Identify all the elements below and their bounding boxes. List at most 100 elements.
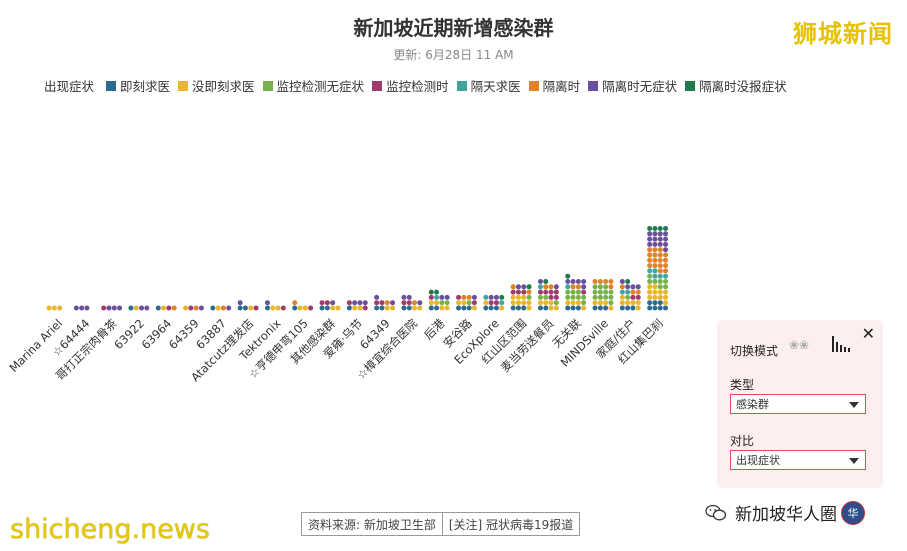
case-dot[interactable] [412,300,418,306]
case-dot[interactable] [308,305,314,311]
case-dot[interactable] [537,279,543,284]
case-dot[interactable] [565,284,571,290]
case-dot[interactable] [647,294,653,300]
case-dot[interactable] [548,305,554,311]
case-dot[interactable] [663,268,669,274]
case-dot[interactable] [412,305,418,311]
case-dot[interactable] [428,305,434,311]
case-dot[interactable] [439,305,445,311]
case-dot[interactable] [510,305,516,311]
case-dot[interactable] [471,305,477,311]
case-dot[interactable] [657,305,663,311]
case-dot[interactable] [625,300,631,306]
case-dot[interactable] [117,305,123,311]
case-dot[interactable] [128,305,134,311]
case-dot[interactable] [488,305,494,311]
case-dot[interactable] [619,300,625,306]
case-dot[interactable] [652,263,658,269]
case-dot[interactable] [647,241,653,247]
case-dot[interactable] [575,300,581,306]
case-dot[interactable] [537,289,543,295]
case-dot[interactable] [292,300,298,306]
case-dot[interactable] [652,300,658,306]
cluster-column[interactable] [510,284,532,311]
case-dot[interactable] [635,284,641,290]
case-dot[interactable] [592,279,598,284]
case-dot[interactable] [264,300,270,306]
case-dot[interactable] [647,300,653,306]
case-dot[interactable] [526,289,532,295]
case-dot[interactable] [663,231,669,237]
case-dot[interactable] [652,231,658,237]
case-dot[interactable] [456,305,462,311]
case-dot[interactable] [537,284,543,290]
case-dot[interactable] [663,241,669,247]
case-dot[interactable] [275,305,281,311]
case-dot[interactable] [428,289,434,295]
case-dot[interactable] [515,300,521,306]
case-dot[interactable] [543,300,549,306]
case-dot[interactable] [603,284,609,290]
case-dot[interactable] [630,284,636,290]
case-dot[interactable] [237,305,243,311]
case-dot[interactable] [379,305,385,311]
case-dot[interactable] [515,294,521,300]
cluster-column[interactable] [128,305,150,311]
case-dot[interactable] [133,305,139,311]
case-dot[interactable] [319,300,325,306]
case-dot[interactable] [439,294,445,300]
case-dot[interactable] [428,300,434,306]
case-dot[interactable] [608,300,614,306]
case-dot[interactable] [565,294,571,300]
case-dot[interactable] [663,284,669,290]
case-dot[interactable] [461,305,467,311]
case-dot[interactable] [499,300,505,306]
case-dot[interactable] [526,284,532,290]
case-dot[interactable] [592,289,598,295]
case-dot[interactable] [466,294,472,300]
cluster-column[interactable] [155,305,177,311]
case-dot[interactable] [155,305,161,311]
case-dot[interactable] [330,305,336,311]
case-dot[interactable] [565,289,571,295]
case-dot[interactable] [647,305,653,311]
cluster-column[interactable] [264,300,286,311]
case-dot[interactable] [635,289,641,295]
case-dot[interactable] [592,284,598,290]
case-dot[interactable] [352,305,358,311]
case-dot[interactable] [657,284,663,290]
case-dot[interactable] [575,305,581,311]
case-dot[interactable] [521,305,527,311]
case-dot[interactable] [635,300,641,306]
case-dot[interactable] [657,247,663,253]
case-dot[interactable] [384,305,390,311]
case-dot[interactable] [515,284,521,290]
case-dot[interactable] [603,300,609,306]
cluster-column[interactable] [374,294,396,311]
case-dot[interactable] [57,305,63,311]
case-dot[interactable] [565,305,571,311]
case-dot[interactable] [401,305,407,311]
case-dot[interactable] [652,279,658,284]
close-icon[interactable]: ✕ [861,324,875,343]
case-dot[interactable] [603,289,609,295]
case-dot[interactable] [324,300,330,306]
case-dot[interactable] [581,289,587,295]
case-dot[interactable] [635,305,641,311]
case-dot[interactable] [374,300,380,306]
case-dot[interactable] [663,236,669,242]
case-dot[interactable] [515,289,521,295]
case-dot[interactable] [188,305,194,311]
case-dot[interactable] [543,305,549,311]
case-dot[interactable] [657,300,663,306]
case-dot[interactable] [608,294,614,300]
cluster-column[interactable] [183,305,204,311]
case-dot[interactable] [406,300,412,306]
case-dot[interactable] [543,289,549,295]
case-dot[interactable] [652,268,658,274]
case-dot[interactable] [84,305,90,311]
case-dot[interactable] [521,300,527,306]
case-dot[interactable] [374,294,380,300]
case-dot[interactable] [543,294,549,300]
case-dot[interactable] [521,284,527,290]
